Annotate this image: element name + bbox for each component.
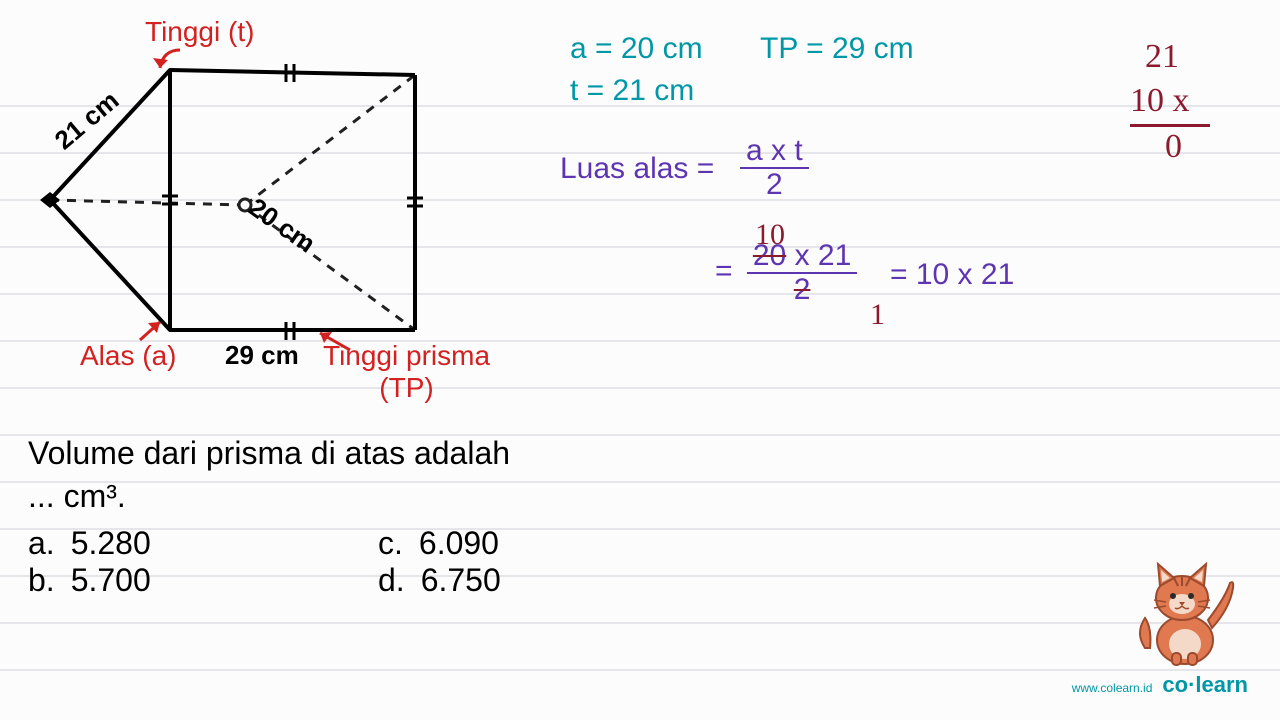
question-text: Volume dari prisma di atas adalah ... cm… bbox=[28, 432, 510, 518]
colearn-logo: co·learn bbox=[1162, 672, 1248, 698]
cat-mascot-icon bbox=[1130, 548, 1240, 668]
side-calc-rule bbox=[1130, 124, 1210, 127]
option-value: 6.090 bbox=[419, 525, 499, 562]
option-letter: d. bbox=[378, 562, 405, 599]
luas-alas-substituted: = 20 x 21 2 bbox=[715, 240, 857, 305]
question-line1: Volume dari prisma di atas adalah bbox=[28, 432, 510, 475]
luas-alas-label: Luas alas = bbox=[560, 152, 714, 186]
given-tp: TP = 29 cm bbox=[760, 32, 914, 66]
given-t: t = 21 cm bbox=[570, 74, 694, 108]
option-d: d. 6.750 bbox=[378, 562, 558, 599]
option-b: b. 5.700 bbox=[28, 562, 208, 599]
option-value: 6.750 bbox=[421, 562, 501, 599]
answer-options: a. 5.280 c. 6.090 b. 5.700 d. 6.750 bbox=[28, 525, 558, 599]
formula-denominator: 2 bbox=[740, 169, 809, 201]
option-letter: a. bbox=[28, 525, 55, 562]
label-base-a: Alas (a) bbox=[80, 340, 176, 372]
given-a: a = 20 cm bbox=[570, 32, 703, 66]
option-a: a. 5.280 bbox=[28, 525, 208, 562]
sub-numerator: 20 x 21 bbox=[747, 240, 857, 274]
option-value: 5.700 bbox=[71, 562, 151, 599]
option-letter: b. bbox=[28, 562, 55, 599]
side-calc-10x: 10 x bbox=[1130, 82, 1190, 120]
option-value: 5.280 bbox=[71, 525, 151, 562]
label-prism-height-tp: Tinggi prisma (TP) bbox=[323, 340, 490, 404]
footer-url: www.colearn.id bbox=[1072, 681, 1153, 695]
question-line2: ... cm³. bbox=[28, 475, 510, 518]
edge-label-29cm: 29 cm bbox=[225, 340, 299, 371]
footer-branding: www.colearn.id co·learn bbox=[1072, 672, 1248, 698]
side-calc-21: 21 bbox=[1145, 38, 1179, 76]
luas-alas-formula: a x t 2 bbox=[740, 135, 809, 200]
equals-sign: = bbox=[715, 254, 733, 287]
label-height-t: Tinggi (t) bbox=[145, 16, 254, 48]
option-c: c. 6.090 bbox=[378, 525, 558, 562]
cancel-annotation-1: 1 bbox=[870, 298, 885, 332]
option-letter: c. bbox=[378, 525, 403, 562]
side-calc-result: 0 bbox=[1165, 128, 1182, 166]
formula-numerator: a x t bbox=[740, 135, 809, 169]
sub-denominator: 2 bbox=[747, 274, 857, 306]
prism-diagram: Tinggi (t) 21 cm 20 cm 29 cm Alas (a) Ti… bbox=[20, 10, 500, 430]
luas-alas-simplified: = 10 x 21 bbox=[890, 258, 1014, 292]
